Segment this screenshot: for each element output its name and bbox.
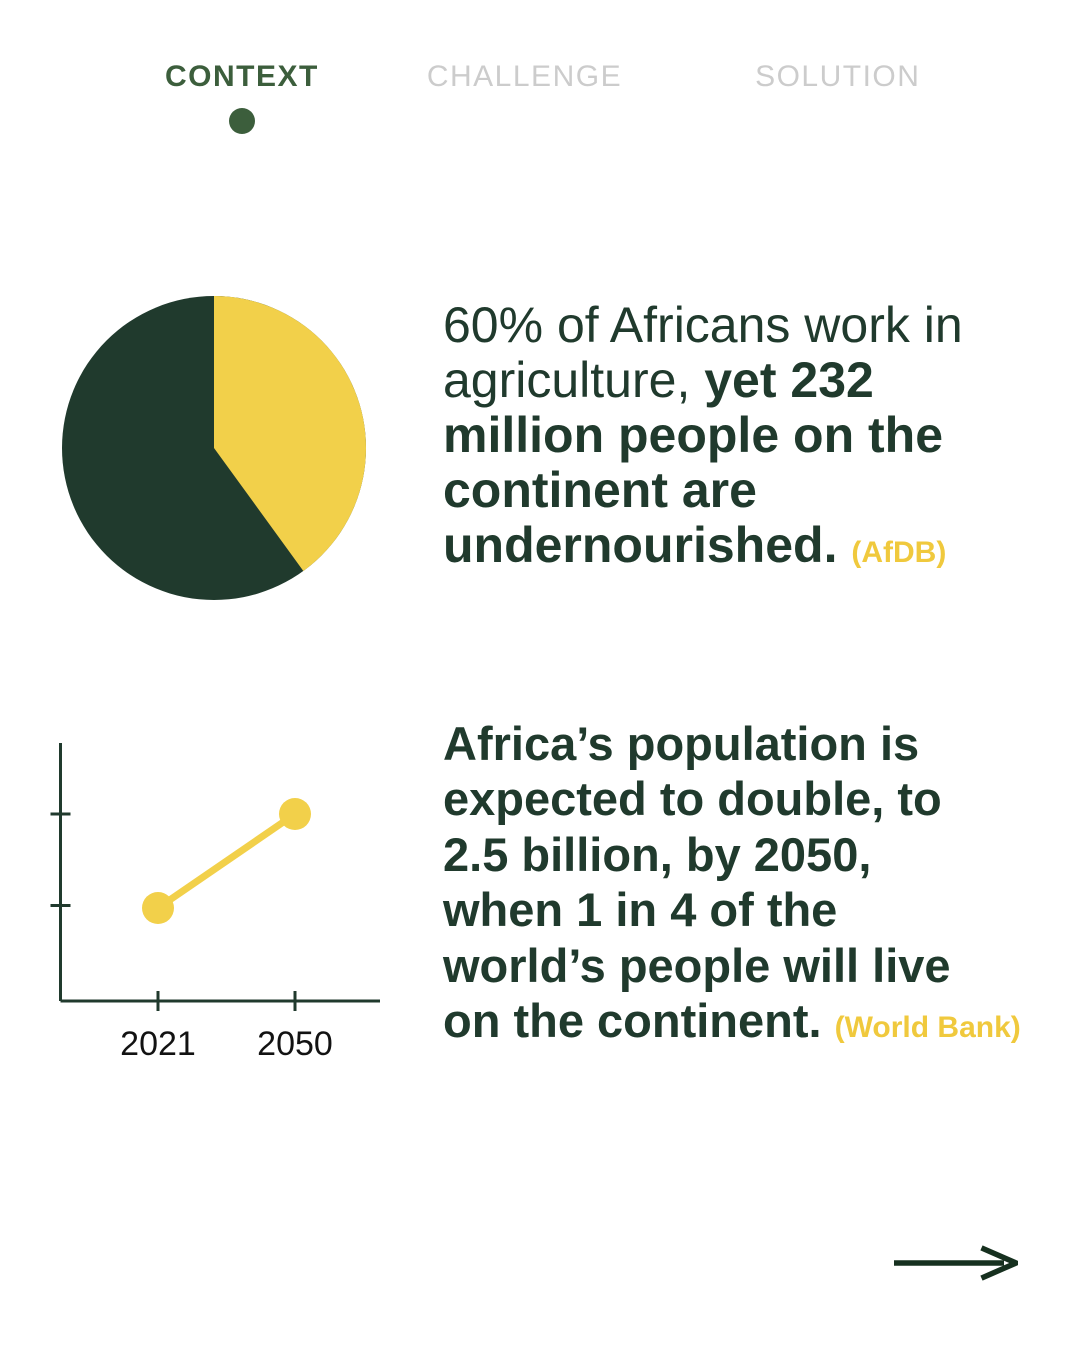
- svg-text:2021: 2021: [120, 1025, 196, 1063]
- svg-text:2050: 2050: [257, 1025, 333, 1063]
